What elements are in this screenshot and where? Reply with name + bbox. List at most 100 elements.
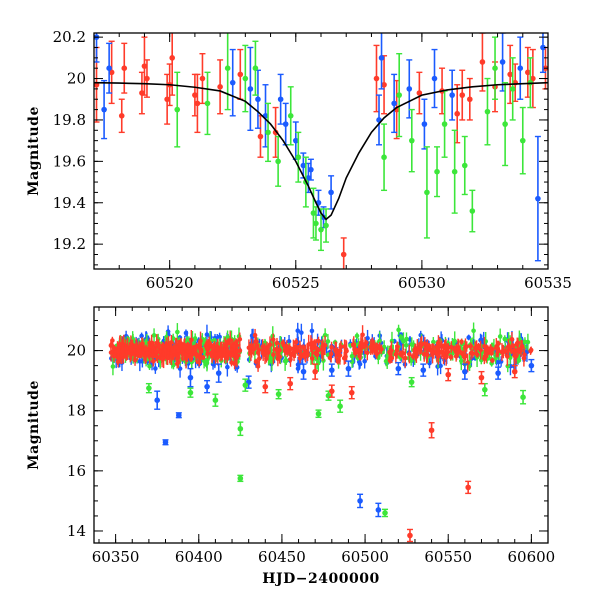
baseline-point bbox=[329, 344, 334, 350]
baseline-point bbox=[400, 351, 406, 356]
zoomed-data-point bbox=[247, 86, 254, 92]
baseline-point bbox=[183, 330, 189, 336]
zoomed-data-point bbox=[434, 168, 440, 175]
zoomed-data-layer bbox=[94, 33, 548, 269]
baseline-point bbox=[522, 339, 528, 345]
full-y-tick-label: 14 bbox=[67, 522, 86, 540]
baseline-point bbox=[445, 349, 450, 355]
full-data-point bbox=[237, 425, 244, 432]
baseline-point bbox=[379, 346, 384, 352]
baseline-point bbox=[153, 366, 158, 371]
baseline-point bbox=[197, 355, 203, 361]
zoomed-data-point bbox=[108, 69, 115, 76]
full-data-point bbox=[212, 397, 219, 403]
baseline-point bbox=[132, 357, 138, 363]
full-data-point bbox=[300, 368, 307, 375]
full-y-tick-label: 16 bbox=[67, 462, 86, 480]
baseline-point bbox=[321, 346, 327, 351]
baseline-point bbox=[160, 356, 166, 361]
full-data-point bbox=[275, 391, 282, 397]
full-x-tick-label: 60500 bbox=[341, 548, 389, 566]
baseline-point bbox=[452, 347, 457, 352]
baseline-point bbox=[143, 346, 149, 352]
baseline-point bbox=[253, 359, 259, 364]
baseline-point bbox=[286, 339, 292, 344]
baseline-point bbox=[505, 363, 511, 369]
zoomed-data-point bbox=[313, 220, 319, 227]
zoomed-y-tick-label: 19.2 bbox=[53, 235, 86, 253]
baseline-point bbox=[448, 354, 454, 360]
baseline-point bbox=[352, 346, 358, 352]
baseline-point bbox=[206, 340, 212, 345]
zoomed-data-point bbox=[106, 65, 112, 71]
baseline-point bbox=[151, 333, 157, 338]
full-data-point bbox=[348, 389, 355, 396]
baseline-point bbox=[436, 354, 441, 359]
zoomed-data-point bbox=[449, 92, 455, 98]
baseline-point bbox=[237, 337, 243, 342]
baseline-point bbox=[119, 353, 125, 358]
zoomed-data-point bbox=[318, 226, 324, 233]
baseline-point bbox=[110, 364, 116, 369]
zoomed-data-point bbox=[502, 121, 508, 127]
baseline-point bbox=[217, 351, 222, 357]
zoomed-data-point bbox=[257, 133, 264, 140]
baseline-point bbox=[439, 349, 445, 355]
baseline-point bbox=[271, 352, 276, 358]
baseline-point bbox=[224, 352, 230, 358]
baseline-point bbox=[215, 347, 220, 353]
full-panel-frame bbox=[93, 306, 549, 544]
baseline-point bbox=[181, 344, 187, 350]
zoomed-data-point bbox=[252, 65, 259, 71]
zoomed-data-point bbox=[282, 121, 289, 127]
zoomed-data-point bbox=[141, 63, 148, 69]
zoomed-axis-ticks bbox=[93, 33, 549, 269]
baseline-point bbox=[255, 350, 261, 356]
baseline-point bbox=[501, 349, 506, 355]
baseline-point bbox=[198, 349, 204, 354]
baseline-point bbox=[300, 345, 306, 350]
baseline-point bbox=[150, 358, 156, 364]
baseline-point bbox=[396, 327, 401, 333]
full-y-tick-labels: 14 16 18 20 bbox=[67, 342, 86, 540]
zoomed-data-point bbox=[507, 71, 513, 78]
baseline-point bbox=[271, 337, 276, 342]
baseline-point bbox=[306, 342, 311, 347]
zoomed-data-point bbox=[469, 208, 476, 214]
zoomed-data-point bbox=[381, 81, 387, 88]
zoomed-x-tick-label: 60530 bbox=[398, 274, 446, 292]
zoomed-data-point bbox=[118, 113, 125, 119]
baseline-point bbox=[285, 347, 290, 353]
zoomed-data-point bbox=[217, 84, 223, 90]
zoomed-data-point bbox=[237, 71, 244, 78]
full-x-tick-label: 60450 bbox=[258, 548, 306, 566]
full-x-tick-label: 60550 bbox=[424, 548, 472, 566]
zoomed-data-point bbox=[275, 158, 281, 165]
baseline-point bbox=[194, 353, 199, 359]
zoomed-y-tick-label: 19.8 bbox=[53, 111, 86, 129]
zoomed-data-point bbox=[499, 59, 506, 65]
baseline-point bbox=[335, 359, 341, 364]
baseline-point bbox=[212, 338, 217, 343]
baseline-point bbox=[154, 349, 159, 355]
zoomed-data-point bbox=[467, 96, 473, 103]
baseline-point bbox=[497, 334, 503, 339]
full-data-point bbox=[337, 403, 343, 410]
zoomed-data-point bbox=[517, 65, 524, 71]
zoomed-data-point bbox=[144, 75, 150, 82]
zoomed-x-tick-label: 60535 bbox=[524, 274, 572, 292]
zoomed-x-tick-labels: 60520 60525 60530 60535 bbox=[146, 274, 572, 292]
baseline-point bbox=[471, 328, 476, 334]
baseline-point bbox=[176, 359, 181, 365]
baseline-point bbox=[425, 343, 430, 348]
baseline-point bbox=[515, 340, 521, 345]
zoomed-y-tick-label: 20.2 bbox=[53, 28, 86, 46]
baseline-point bbox=[248, 350, 254, 356]
full-data-point bbox=[357, 498, 363, 504]
baseline-point bbox=[456, 345, 461, 350]
baseline-point bbox=[509, 336, 515, 342]
baseline-point bbox=[337, 353, 343, 358]
baseline-point bbox=[362, 358, 367, 364]
baseline-point bbox=[468, 350, 474, 356]
baseline-point bbox=[424, 351, 429, 357]
